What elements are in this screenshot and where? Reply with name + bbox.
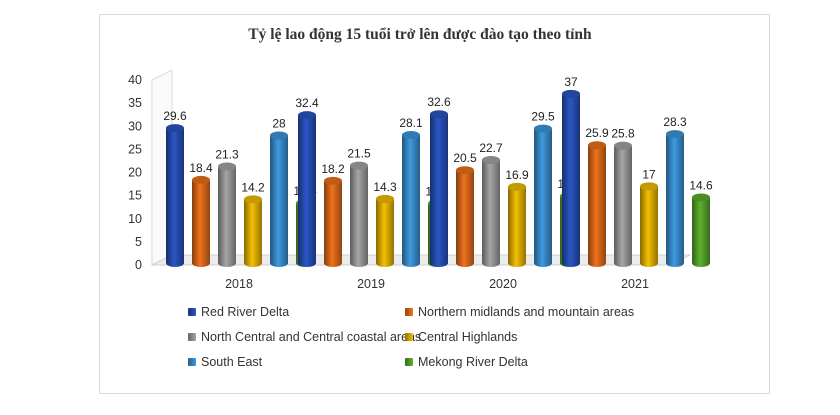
legend-swatch <box>188 333 196 341</box>
bar-top <box>402 131 420 140</box>
bar-top <box>218 162 236 171</box>
bar <box>482 160 500 267</box>
bar <box>298 115 316 268</box>
bar-top <box>640 182 658 191</box>
data-label: 21.5 <box>347 147 371 161</box>
legend-label: Red River Delta <box>201 305 290 319</box>
legend-swatch <box>405 358 413 366</box>
bar-top <box>562 89 580 98</box>
bar <box>562 93 580 267</box>
bar-top <box>298 111 316 120</box>
bar <box>402 135 420 267</box>
legend-item: Mekong River Delta <box>405 355 528 369</box>
data-label: 22.7 <box>479 141 503 155</box>
data-label: 32.6 <box>427 95 451 109</box>
legend-item: North Central and Central coastal areas <box>188 330 421 344</box>
x-tick-label: 2021 <box>621 277 649 291</box>
bar-top <box>324 176 342 185</box>
legend-swatch <box>188 308 196 316</box>
data-label: 37 <box>564 75 578 89</box>
bar <box>192 179 210 267</box>
bar-top <box>430 110 448 119</box>
data-label: 18.2 <box>321 162 345 176</box>
data-label: 14.6 <box>689 178 713 192</box>
y-tick-label: 40 <box>128 73 142 87</box>
legend-label: South East <box>201 355 263 369</box>
x-tick-label: 2020 <box>489 277 517 291</box>
bar <box>534 128 552 267</box>
bar-top <box>166 124 184 133</box>
legend-item: Northern midlands and mountain areas <box>405 305 634 319</box>
bar <box>376 198 394 267</box>
bar <box>614 145 632 267</box>
x-tick-label: 2018 <box>225 277 253 291</box>
bar <box>350 165 368 267</box>
bar-top <box>350 161 368 170</box>
bar-top <box>534 124 552 133</box>
bar <box>218 166 236 267</box>
data-label: 16.9 <box>505 168 529 182</box>
data-label: 28.1 <box>399 116 423 130</box>
bar <box>666 134 684 267</box>
bar-top <box>482 156 500 165</box>
bar <box>244 199 262 267</box>
data-label: 20.5 <box>453 151 477 165</box>
bar-top <box>666 130 684 139</box>
data-label: 14.3 <box>373 180 397 194</box>
bar <box>270 135 288 267</box>
legend-item: Central Highlands <box>405 330 517 344</box>
x-tick-label: 2019 <box>357 277 385 291</box>
data-label: 25.8 <box>611 127 635 141</box>
y-tick-label: 30 <box>128 119 142 133</box>
bar-top <box>270 131 288 140</box>
data-label: 32.4 <box>295 96 319 110</box>
data-label: 28 <box>272 117 286 131</box>
legend-item: Red River Delta <box>188 305 289 319</box>
bar-top <box>244 195 262 204</box>
y-tick-label: 35 <box>128 96 142 110</box>
legend-swatch <box>405 333 413 341</box>
legend-label: Mekong River Delta <box>418 355 528 369</box>
data-label: 28.3 <box>663 115 687 129</box>
bar <box>430 114 448 267</box>
data-label: 29.6 <box>163 109 187 123</box>
data-label: 14.2 <box>241 180 265 194</box>
bar <box>508 186 526 267</box>
bar-top <box>376 194 394 203</box>
bar <box>692 197 710 267</box>
y-tick-label: 15 <box>128 189 142 203</box>
legend-label: Northern midlands and mountain areas <box>418 305 635 319</box>
bar-top <box>692 193 710 202</box>
y-tick-label: 20 <box>128 166 142 180</box>
bar-top <box>508 182 526 191</box>
y-tick-label: 0 <box>135 258 142 272</box>
data-label: 17 <box>642 167 656 181</box>
data-label: 21.3 <box>215 147 239 161</box>
legend-label: Central Highlands <box>418 330 518 344</box>
y-tick-label: 25 <box>128 142 142 156</box>
legend-swatch <box>188 358 196 366</box>
y-tick-label: 5 <box>135 235 142 249</box>
legend-swatch <box>405 308 413 316</box>
y-tick-label: 10 <box>128 212 142 226</box>
bar-top <box>614 141 632 150</box>
data-label: 25.9 <box>585 126 609 140</box>
bar-top <box>456 166 474 175</box>
data-label: 29.5 <box>531 110 555 124</box>
legend-item: South East <box>188 355 262 369</box>
bar <box>640 186 658 267</box>
bar <box>588 145 606 267</box>
bar-top <box>588 141 606 150</box>
bar-top <box>192 175 210 184</box>
bar <box>456 170 474 267</box>
bar <box>166 128 184 267</box>
bar <box>324 180 342 267</box>
chart-title: Tỷ lệ lao động 15 tuổi trở lên được đào … <box>248 26 592 43</box>
legend-label: North Central and Central coastal areas <box>201 330 422 344</box>
data-label: 18.4 <box>189 161 213 175</box>
